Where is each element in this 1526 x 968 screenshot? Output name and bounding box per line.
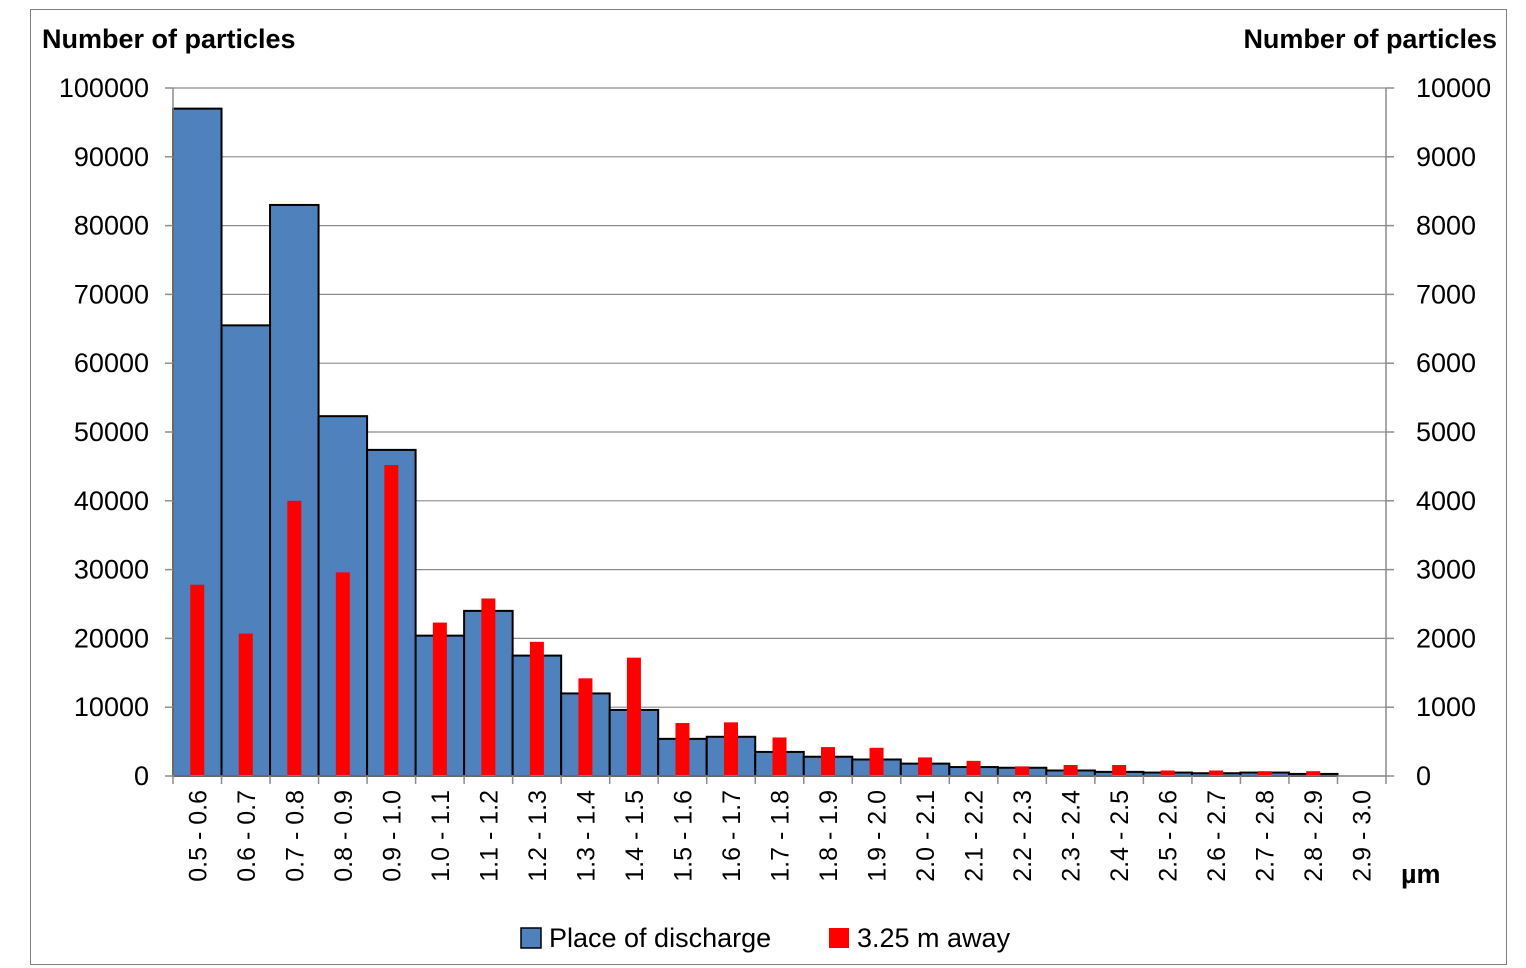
- right-tick-label: 10000: [1416, 73, 1491, 103]
- legend-label-place-of-discharge: Place of discharge: [549, 923, 771, 953]
- right-tick-label: 7000: [1416, 279, 1476, 309]
- x-category-label: 0.7 - 0.8: [281, 790, 309, 882]
- left-tick-label: 70000: [74, 279, 149, 309]
- left-tick-label: 40000: [74, 486, 149, 516]
- left-axis-title: Number of particles: [42, 24, 296, 54]
- bar-3-25m-away: [966, 760, 981, 776]
- x-category-label: 1.6 - 1.7: [718, 790, 746, 882]
- right-tick-label: 8000: [1416, 211, 1476, 241]
- legend: Place of discharge 3.25 m away: [520, 923, 1011, 953]
- right-tick-label: 2000: [1416, 623, 1476, 653]
- left-tick-label: 50000: [74, 417, 149, 447]
- bar-3-25m-away: [1063, 764, 1078, 776]
- x-category-label: 1.1 - 1.2: [475, 790, 503, 882]
- right-axis-ticks: 0 1000 2000 3000 4000 5000 6000 7000 8000 9000 100…: [1386, 73, 1491, 791]
- bar-3-25m-away: [529, 641, 544, 776]
- bar-3-25m-away: [626, 657, 641, 776]
- left-tick-label: 20000: [74, 623, 149, 653]
- right-tick-label: 1000: [1416, 692, 1476, 722]
- x-category-label: 2.9 - 3.0: [1349, 790, 1377, 882]
- right-tick-label: 9000: [1416, 142, 1476, 172]
- bar-3-25m-away: [1015, 766, 1030, 776]
- series-3-25m-away: [190, 465, 1321, 776]
- x-unit-label: µm: [1401, 859, 1441, 889]
- x-axis-ticks: 0.5 - 0.6 0.6 - 0.7 0.7 - 0.8 0.8 - 0.9 0.9 …: [172, 776, 1387, 882]
- left-tick-label: 100000: [59, 73, 149, 103]
- x-category-label: 2.1 - 2.2: [961, 790, 989, 882]
- x-category-label: 2.3 - 2.4: [1058, 790, 1086, 882]
- x-category-label: 2.4 - 2.5: [1106, 790, 1134, 882]
- x-category-label: 2.8 - 2.9: [1300, 790, 1328, 882]
- bar-3-25m-away: [481, 598, 496, 776]
- bar-3-25m-away: [1209, 770, 1224, 776]
- bar-3-25m-away: [432, 622, 447, 776]
- left-tick-label: 60000: [74, 348, 149, 378]
- x-category-label: 1.8 - 1.9: [815, 790, 843, 882]
- x-category-label: 0.5 - 0.6: [184, 790, 212, 882]
- left-tick-label: 80000: [74, 211, 149, 241]
- x-category-label: 0.9 - 1.0: [378, 790, 406, 882]
- right-tick-label: 6000: [1416, 348, 1476, 378]
- left-tick-label: 0: [134, 761, 149, 791]
- right-tick-label: 0: [1416, 761, 1431, 791]
- x-category-label: 1.2 - 1.3: [524, 790, 552, 882]
- bar-3-25m-away: [1257, 771, 1272, 776]
- bar-3-25m-away: [578, 678, 593, 776]
- x-category-label: 2.0 - 2.1: [912, 790, 940, 882]
- right-axis-title: Number of particles: [1243, 24, 1497, 54]
- x-category-label: 0.8 - 0.9: [330, 790, 358, 882]
- bar-3-25m-away: [821, 747, 836, 776]
- x-category-label: 1.7 - 1.8: [767, 790, 795, 882]
- legend-swatch-3-25m-away: [829, 928, 849, 948]
- bar-3-25m-away: [1160, 770, 1175, 776]
- legend-label-3-25m-away: 3.25 m away: [857, 923, 1011, 953]
- x-category-label: 2.2 - 2.3: [1009, 790, 1037, 882]
- left-tick-label: 30000: [74, 555, 149, 585]
- right-tick-label: 3000: [1416, 555, 1476, 585]
- bar-3-25m-away: [723, 722, 738, 776]
- x-category-label: 1.9 - 2.0: [864, 790, 892, 882]
- bar-3-25m-away: [190, 584, 205, 776]
- bar-3-25m-away: [335, 572, 350, 776]
- x-category-label: 1.0 - 1.1: [427, 790, 455, 882]
- bar-3-25m-away: [238, 633, 253, 776]
- x-category-label: 1.3 - 1.4: [572, 790, 600, 882]
- bar-3-25m-away: [869, 747, 884, 776]
- x-category-label: 2.5 - 2.6: [1155, 790, 1183, 882]
- bar-3-25m-away: [772, 737, 787, 776]
- bar-3-25m-away: [287, 500, 302, 776]
- x-category-label: 1.4 - 1.5: [621, 790, 649, 882]
- left-tick-label: 90000: [74, 142, 149, 172]
- legend-swatch-place-of-discharge: [520, 927, 542, 949]
- chart-svg: 0100002000030000400005000060000700008000…: [42, 24, 1497, 953]
- x-category-label: 0.6 - 0.7: [233, 790, 261, 882]
- left-axis-ticks: 0 10000 20000 30000 40000 50000 60000 70000 8000…: [59, 73, 173, 791]
- bar-3-25m-away: [675, 723, 690, 776]
- bar-3-25m-away: [384, 465, 399, 776]
- bar-3-25m-away: [1306, 771, 1321, 776]
- chart-frame: 0 10000 20000 30000 40000 50000 60000 70000 8000…: [30, 9, 1507, 965]
- left-tick-label: 10000: [74, 692, 149, 722]
- right-tick-label: 5000: [1416, 417, 1476, 447]
- x-category-label: 2.7 - 2.8: [1252, 790, 1280, 882]
- right-tick-label: 4000: [1416, 486, 1476, 516]
- bar-3-25m-away: [918, 757, 933, 776]
- x-category-label: 2.6 - 2.7: [1203, 790, 1231, 882]
- bar-3-25m-away: [1112, 764, 1127, 776]
- x-category-label: 1.5 - 1.6: [669, 790, 697, 882]
